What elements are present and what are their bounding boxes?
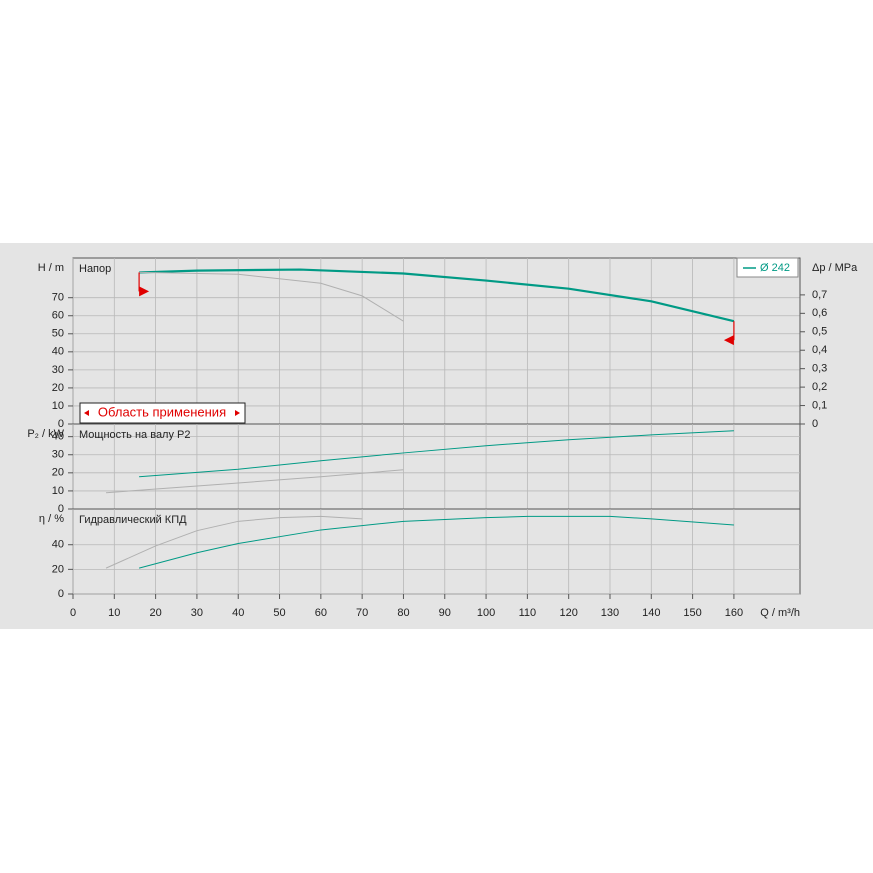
legend-label: Ø 242 — [760, 262, 790, 274]
x-tick-label: 120 — [560, 607, 578, 619]
series-line — [139, 268, 735, 323]
x-tick-label: 30 — [191, 607, 203, 619]
y2-tick-label: 0,3 — [812, 363, 827, 375]
series-line — [139, 271, 404, 322]
y-tick-label: 20 — [52, 467, 64, 479]
x-tick-label: 140 — [642, 607, 660, 619]
y-tick-label: 10 — [52, 485, 64, 497]
y2-tick-label: 0,7 — [812, 289, 827, 301]
x-tick-label: 110 — [519, 607, 537, 619]
x-tick-label: 100 — [477, 607, 495, 619]
y-tick-label: 40 — [52, 539, 64, 551]
y-tick-label: 20 — [52, 382, 64, 394]
y2-tick-label: 0,4 — [812, 344, 827, 356]
series-line — [106, 469, 404, 494]
x-tick-label: 160 — [725, 607, 743, 619]
x-tick-label: 90 — [439, 607, 451, 619]
panel-title: Гидравлический КПД — [79, 514, 187, 526]
range-box-arrow — [84, 410, 89, 416]
x-tick-label: 70 — [356, 607, 368, 619]
y-axis-label: P₂ / kW — [27, 428, 64, 440]
x-tick-label: 20 — [149, 607, 161, 619]
x-tick-label: 150 — [683, 607, 701, 619]
x-tick-label: 130 — [601, 607, 619, 619]
background — [0, 243, 873, 629]
y-axis-label: η / % — [39, 513, 64, 525]
series-line — [138, 515, 734, 569]
x-tick-label: 0 — [70, 607, 76, 619]
y2-tick-label: 0,6 — [812, 307, 827, 319]
x-tick-label: 10 — [108, 607, 120, 619]
range-arrow — [723, 335, 734, 346]
range-label: Область применения — [98, 404, 226, 419]
y-tick-label: 70 — [52, 292, 64, 304]
y-tick-label: 20 — [52, 563, 64, 575]
panel-title: Напор — [79, 263, 111, 275]
x-tick-label: 40 — [232, 607, 244, 619]
y-tick-label: 60 — [52, 310, 64, 322]
series-line — [105, 515, 363, 569]
y-tick-label: 40 — [52, 346, 64, 358]
y-tick-label: 40 — [52, 431, 64, 443]
legend-box — [736, 257, 799, 278]
y-tick-label: 0 — [58, 418, 64, 430]
y2-tick-label: 0 — [812, 418, 818, 430]
x-tick-label: 60 — [315, 607, 327, 619]
x-axis-label: Q / m³/h — [760, 607, 800, 619]
range-arrow — [139, 286, 150, 297]
y-tick-label: 0 — [58, 588, 64, 600]
y-tick-label: 30 — [52, 364, 64, 376]
y-axis-label: H / m — [38, 262, 64, 274]
y2-tick-label: 0,1 — [812, 399, 827, 411]
y2-axis-label: Δp / MPa — [812, 262, 858, 274]
range-box-arrow — [235, 410, 240, 416]
x-tick-label: 50 — [273, 607, 285, 619]
y-tick-label: 10 — [52, 400, 64, 412]
y-tick-label: 50 — [52, 328, 64, 340]
series-line — [139, 430, 734, 478]
y-tick-label: 0 — [58, 503, 64, 515]
panel-title: Мощность на валу P2 — [79, 429, 191, 441]
x-tick-label: 80 — [397, 607, 409, 619]
y2-tick-label: 0,2 — [812, 381, 827, 393]
y2-tick-label: 0,5 — [812, 326, 827, 338]
y-tick-label: 30 — [52, 449, 64, 461]
range-box — [79, 402, 246, 424]
